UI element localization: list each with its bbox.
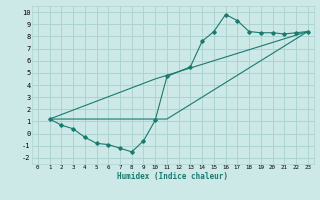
X-axis label: Humidex (Indice chaleur): Humidex (Indice chaleur) bbox=[117, 172, 228, 181]
